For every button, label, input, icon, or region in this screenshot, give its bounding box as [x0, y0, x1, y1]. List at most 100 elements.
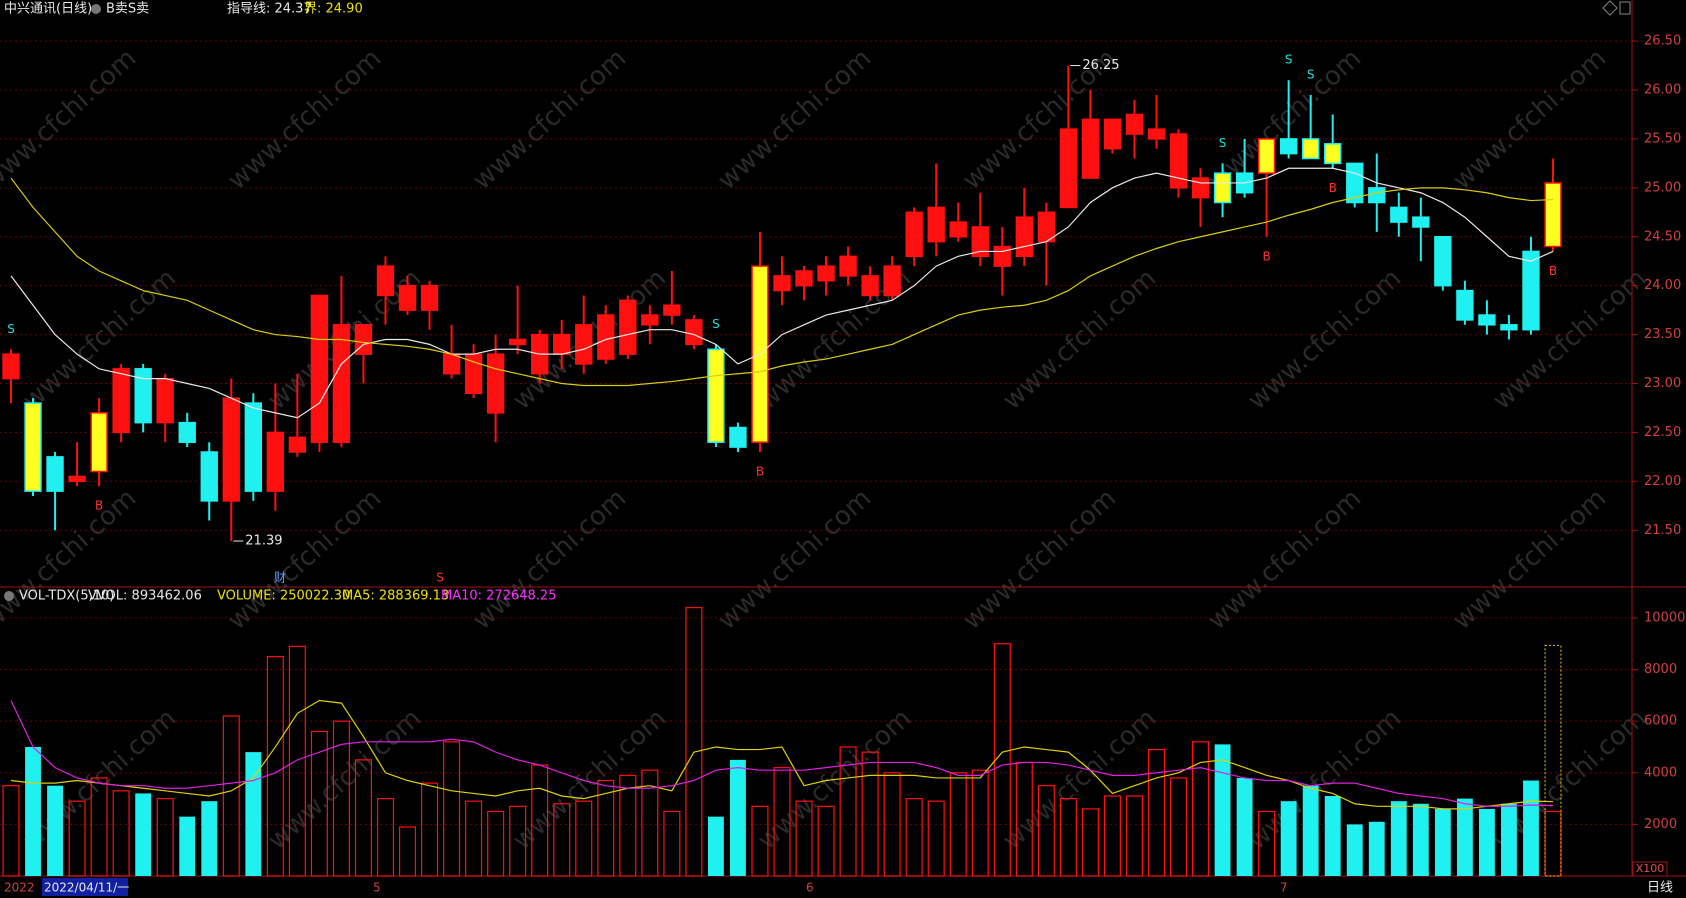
volume-bar: [266, 656, 284, 877]
volume-bar: [553, 803, 571, 877]
candle-body: [332, 324, 351, 443]
candle-body: [1544, 182, 1562, 248]
y-tick-label: 8000: [1644, 662, 1677, 677]
candle-body: [641, 314, 659, 326]
volume-bar: [1302, 785, 1319, 876]
volume-bar: [751, 805, 769, 877]
volume-bar: [1324, 796, 1341, 876]
y-tick-label: 24.00: [1644, 278, 1681, 293]
candle-body: [398, 284, 417, 311]
volume-bar: [135, 793, 152, 876]
candle-body: [597, 314, 615, 360]
icon[interactable]: [1619, 1, 1631, 15]
candle-body: [442, 353, 461, 375]
candle-body: [663, 304, 681, 316]
volume-bar: [1059, 797, 1077, 877]
y-tick-label: 23.00: [1644, 376, 1681, 391]
candle-body: [817, 265, 835, 282]
candle-body: [200, 451, 218, 502]
volume-bar: [245, 752, 262, 876]
volume-bar: [332, 720, 350, 877]
candle-body: [68, 475, 86, 483]
volume-bar: [310, 730, 328, 877]
volume-bar: [1478, 808, 1495, 876]
volume-bar: [354, 759, 372, 877]
candle-body: [883, 265, 901, 297]
candle-body: [310, 294, 329, 443]
candle-body: [1434, 236, 1452, 287]
candle-body: [1081, 118, 1100, 179]
volume-bar: [1258, 810, 1276, 877]
volume-bar: [68, 800, 86, 877]
volume-bar: [1412, 803, 1429, 876]
volume-bar: [1368, 821, 1385, 876]
y-tick-label: 26.00: [1644, 83, 1681, 98]
candle-body: [949, 221, 967, 238]
candle-body: [1213, 172, 1232, 204]
y-tick-label: 10000: [1644, 610, 1685, 625]
unit: X100: [1636, 862, 1665, 875]
volume-bar: [1434, 808, 1451, 876]
volume-bar: [1214, 744, 1231, 876]
candle-body: [90, 412, 108, 473]
y-tick-label: 21.50: [1644, 523, 1681, 538]
guide-line: 指导线: 24.37: [227, 2, 312, 17]
volume-bar: [398, 826, 417, 877]
volume-bar: [1037, 785, 1055, 877]
candle-body: [1478, 314, 1496, 326]
signal-label: S: [712, 317, 720, 331]
candle-body: [1169, 133, 1188, 189]
candle-body: [244, 402, 262, 492]
candle-body: [1257, 138, 1276, 174]
candle-body: [156, 377, 174, 424]
volume-bar: [25, 746, 41, 876]
volume-bar: [487, 810, 505, 877]
volume-bar: [1236, 777, 1253, 876]
candle-body: [1368, 187, 1386, 204]
forecast-bar: [1544, 644, 1562, 877]
icon[interactable]: [91, 4, 101, 14]
y-tick-label: 23.50: [1644, 327, 1681, 342]
x-axis-label: 5: [373, 881, 381, 895]
candle-body: [905, 211, 923, 258]
candle-body: [1191, 177, 1210, 199]
volume-bar: [685, 607, 703, 877]
candle-body: [508, 338, 527, 346]
y-tick-label: 22.50: [1644, 425, 1681, 440]
x-axis-label: 7: [1280, 881, 1288, 895]
volume-title: VOL-TDX(5,10): [19, 589, 114, 604]
event-marker: S: [436, 571, 444, 585]
volume-bar: [443, 741, 461, 877]
candle-body: [376, 265, 395, 297]
y-tick-label: 24.50: [1644, 229, 1681, 244]
candle-body: [795, 270, 813, 287]
candle-body: [1302, 138, 1320, 160]
candle-body: [266, 431, 285, 492]
volume-bar: [861, 751, 879, 877]
candle-body: [112, 368, 130, 434]
moving-average: [10, 167, 1554, 419]
x-axis-label: 2022: [4, 881, 35, 895]
volume-bar: [179, 816, 196, 876]
candle-body: [927, 206, 945, 243]
volume-bar: [993, 643, 1011, 877]
candle-body: [354, 324, 373, 355]
volume-bar: [575, 800, 593, 877]
y-tick-label: 22.00: [1644, 474, 1681, 489]
volume-bar: [773, 767, 791, 877]
volume-bar: [1501, 803, 1517, 876]
indicator-name: B卖S卖: [106, 2, 149, 17]
icon[interactable]: [4, 591, 14, 601]
candle-body: [1522, 250, 1540, 331]
stock-title: 中兴通讯(日线): [4, 2, 92, 17]
volume-bar: [47, 785, 63, 876]
x-axis-label: 2022/04/11/一: [44, 881, 129, 895]
candle-body: [971, 226, 989, 258]
signal-label: B: [1549, 264, 1557, 278]
signal-label: S: [1307, 67, 1315, 81]
y-tick-label: 2000: [1644, 817, 1677, 832]
icon[interactable]: [1602, 0, 1618, 16]
candle-body: [24, 402, 42, 492]
candle-body: [619, 299, 637, 355]
